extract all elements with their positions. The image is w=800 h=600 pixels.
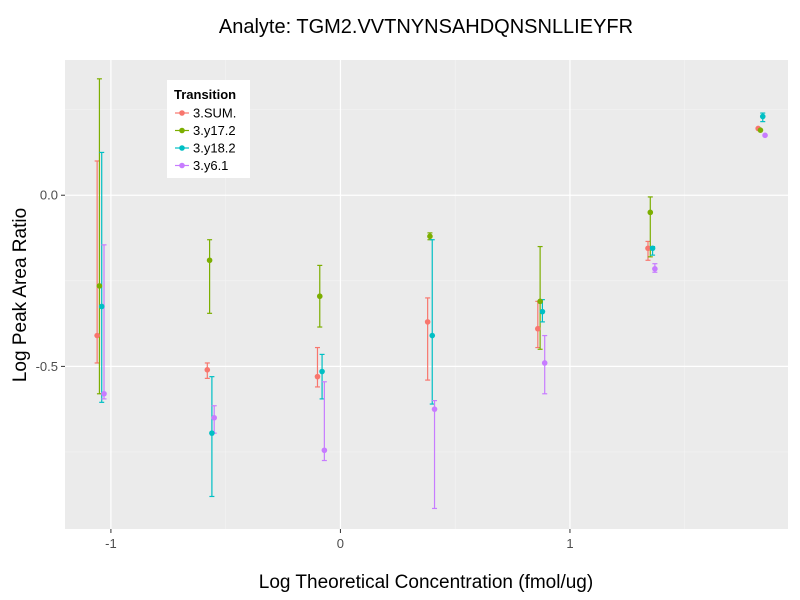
legend-key-point xyxy=(179,145,185,151)
data-point xyxy=(431,406,438,412)
data-point xyxy=(645,245,651,252)
legend: Transition 3.SUM. 3.y17.2 3.y18.2 3.y6.1 xyxy=(167,80,250,178)
data-point xyxy=(101,390,107,397)
y-axis-ticks: 0.0 -0.5 xyxy=(36,188,65,374)
data-point xyxy=(319,368,325,375)
x-tick-label: -1 xyxy=(105,536,117,551)
y-axis-title: Log Peak Area Ratio xyxy=(10,208,31,382)
x-axis-ticks: -1 0 1 xyxy=(105,529,574,551)
legend-key-point xyxy=(179,162,185,169)
legend-label: 3.SUM. xyxy=(193,106,236,121)
data-point xyxy=(649,245,656,252)
data-point xyxy=(647,209,654,216)
data-point xyxy=(535,325,541,332)
data-point xyxy=(209,430,215,436)
data-point xyxy=(757,127,764,133)
data-point xyxy=(206,257,213,264)
legend-key-point xyxy=(179,127,185,134)
data-point xyxy=(427,233,433,240)
data-point xyxy=(98,303,105,310)
data-point xyxy=(652,266,658,272)
y-tick-label: -0.5 xyxy=(36,359,58,374)
legend-label: 3.y17.2 xyxy=(193,123,236,138)
y-tick-label: 0.0 xyxy=(40,188,58,203)
data-point xyxy=(541,360,548,366)
x-axis-title: Log Theoretical Concentration (fmol/ug) xyxy=(259,572,593,593)
x-tick-label: 0 xyxy=(337,536,344,551)
legend-title: Transition xyxy=(174,87,236,102)
data-point xyxy=(537,298,543,305)
data-point xyxy=(321,447,328,454)
x-tick-label: 1 xyxy=(566,536,573,551)
legend-label: 3.y18.2 xyxy=(193,141,236,156)
data-point xyxy=(759,113,766,120)
legend-label: 3.y6.1 xyxy=(193,158,228,173)
legend-keys: 3.SUM. 3.y17.2 3.y18.2 3.y6.1 xyxy=(175,106,236,173)
data-point xyxy=(211,414,217,421)
data-point xyxy=(314,373,321,380)
chart-title: Analyte: TGM2.VVTNYNSAHDQNSNLLIEYFR xyxy=(219,16,633,38)
data-point xyxy=(539,308,546,315)
legend-key-point xyxy=(179,110,185,116)
data-point xyxy=(316,293,323,300)
data-point xyxy=(96,283,103,289)
grid-major xyxy=(65,60,788,529)
data-point xyxy=(429,332,436,339)
data-point xyxy=(204,367,211,373)
points xyxy=(94,113,768,454)
data-point xyxy=(424,319,431,325)
data-point xyxy=(762,132,768,139)
data-point xyxy=(94,332,100,339)
